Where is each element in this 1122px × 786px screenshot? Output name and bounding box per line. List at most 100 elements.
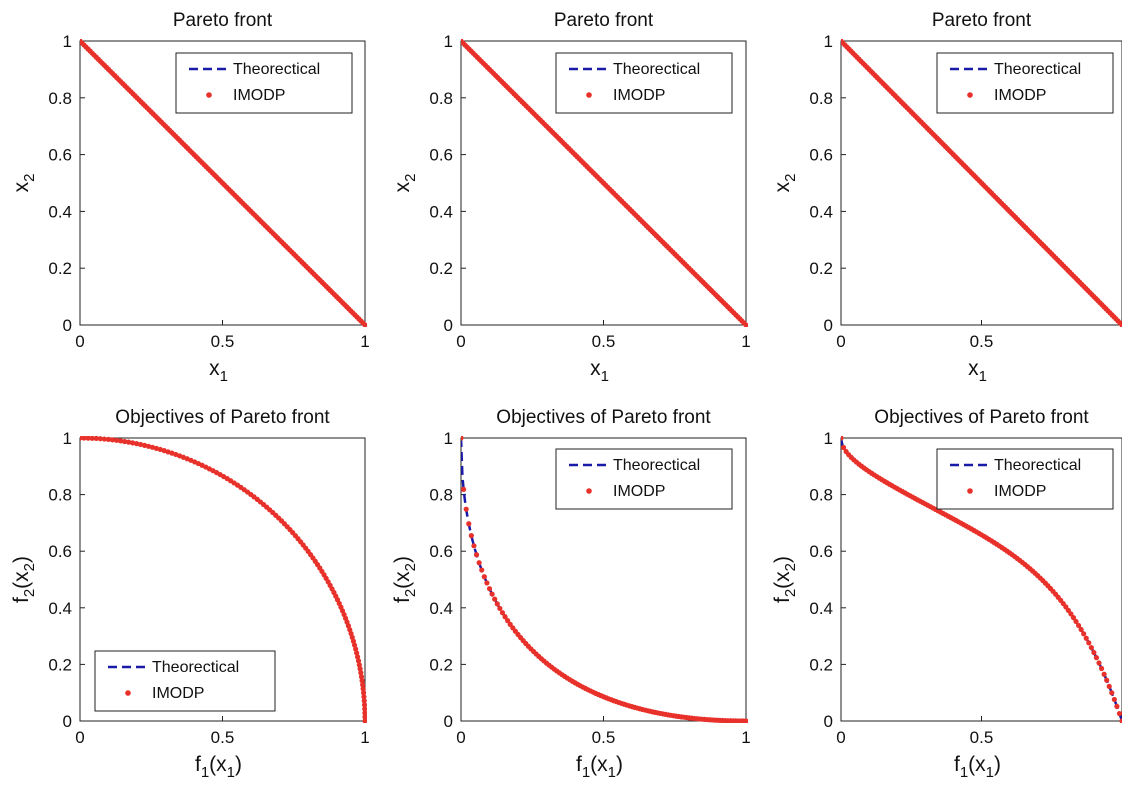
series-point-imodp: [484, 580, 490, 586]
y-axis-label: f2(x2): [391, 556, 419, 603]
series-point-imodp: [505, 618, 511, 624]
series-point-imodp: [489, 591, 495, 597]
y-tick-label: 0.8: [809, 486, 833, 505]
series-point-imodp: [1096, 660, 1102, 666]
y-tick-label: 0.2: [48, 655, 72, 674]
plot-area: [841, 436, 1122, 723]
x-tick-label: 0: [75, 332, 84, 351]
series-trace-imodp: [461, 39, 748, 327]
legend-label-theoretical: Theorectical: [613, 457, 700, 474]
series-point-imodp: [134, 441, 140, 447]
series-point-imodp: [1111, 696, 1117, 703]
series-point-imodp: [353, 646, 359, 652]
y-tick-label: 1: [63, 429, 72, 448]
legend-swatch-imodp: [967, 488, 973, 494]
series-point-imodp: [117, 438, 124, 444]
x-tick-label: 0.5: [970, 728, 994, 747]
y-tick-label: 0.2: [429, 259, 453, 278]
legend-label-imodp: IMODP: [994, 87, 1046, 104]
y-axis-label: x2: [391, 174, 419, 193]
series-point-imodp: [149, 444, 156, 450]
x-tick-label: 0.5: [592, 332, 616, 351]
y-axis-label: x2: [771, 174, 799, 193]
x-axis-label: x1: [209, 357, 228, 385]
y-tick-label: 0.4: [809, 202, 833, 221]
chart-panel-3: Pareto front 0 0.2 0.4 0.6 0.8 1 0 0.5 x1 x2 Theore…: [771, 10, 1122, 385]
legend: Theorectical IMODP: [936, 52, 1114, 114]
y-tick-label: 0.4: [429, 202, 453, 221]
series-point-imodp: [463, 506, 469, 512]
y-tick-label: 1: [444, 429, 453, 448]
series-point-imodp: [93, 436, 99, 442]
x-tick-label: 0: [456, 728, 465, 747]
x-tick-label: 1: [741, 332, 750, 351]
series-point-imodp: [743, 718, 748, 723]
series-point-imodp: [1068, 611, 1074, 617]
y-tick-label: 0.8: [809, 89, 833, 108]
plot-area: [80, 436, 367, 723]
y-tick-label: 0: [63, 712, 72, 731]
series-point-imodp: [1078, 626, 1084, 633]
x-axis-label: f1(x1): [954, 753, 1001, 781]
series-point-imodp: [356, 662, 362, 668]
legend-label-theoretical: Theorectical: [233, 61, 320, 78]
chart-title: Pareto front: [932, 10, 1032, 31]
legend-label-imodp: IMODP: [994, 483, 1046, 500]
series-point-imodp: [1093, 655, 1100, 661]
series-point-imodp: [105, 436, 112, 443]
series-point-imodp: [1083, 635, 1089, 641]
series-point-imodp: [361, 694, 367, 700]
x-tick-label: 1: [360, 332, 369, 351]
x-tick-label: 1: [741, 728, 750, 747]
x-tick-label: 0: [836, 332, 845, 351]
series-point-imodp: [1088, 644, 1094, 651]
series-point-imodp: [141, 442, 148, 448]
series-point-imodp: [461, 486, 467, 492]
legend-box: [175, 52, 353, 114]
series-point-imodp: [360, 686, 366, 692]
y-tick-label: 0.8: [48, 89, 72, 108]
series-point-imodp: [473, 552, 480, 558]
x-tick-label: 0.5: [211, 728, 235, 747]
y-tick-label: 0.2: [809, 259, 833, 278]
series-point-imodp: [1098, 665, 1105, 672]
series-point-imodp: [1109, 690, 1115, 696]
series-point-imodp: [97, 436, 103, 442]
series-point-imodp: [1104, 677, 1110, 683]
series-point-imodp: [362, 706, 367, 712]
y-tick-label: 0.8: [429, 89, 453, 108]
legend-label-theoretical: Theorectical: [613, 61, 700, 78]
series-point-imodp: [81, 436, 87, 441]
y-tick-label: 1: [63, 32, 72, 51]
y-axis-label: f2(x2): [771, 556, 799, 603]
legend-box: [94, 650, 276, 712]
x-tick-label: 0.5: [592, 728, 616, 747]
legend-label-imodp: IMODP: [613, 483, 665, 500]
series-point-imodp: [85, 436, 91, 441]
series-point-imodp: [486, 586, 493, 592]
y-tick-label: 0: [444, 712, 453, 731]
series-point-imodp: [145, 443, 152, 449]
series-point-imodp: [499, 610, 506, 616]
series-point-imodp: [121, 438, 128, 445]
x-tick-label: 0: [456, 332, 465, 351]
chart-title: Pareto front: [173, 10, 273, 31]
x-axis-label: x1: [968, 357, 987, 385]
series-point-imodp: [461, 436, 464, 441]
series-point-imodp: [492, 596, 498, 602]
y-tick-label: 1: [824, 429, 833, 448]
y-tick-label: 1: [824, 32, 833, 51]
legend-label-theoretical: Theorectical: [994, 457, 1081, 474]
series-point-imodp: [360, 682, 366, 688]
chart-panel-4: Objectives of Pareto front 0 0.2 0.4 0.6 0.8 1…: [10, 407, 370, 781]
x-axis-label: f1(x1): [576, 753, 623, 781]
legend-box: [555, 448, 733, 510]
series-trace-imodp: [841, 39, 1122, 327]
x-tick-label: 0: [75, 728, 84, 747]
x-tick-label: 0.5: [211, 332, 235, 351]
series-point-imodp: [362, 718, 367, 723]
series-point-imodp: [137, 441, 144, 448]
x-tick-label: 0: [836, 728, 845, 747]
y-tick-label: 0.6: [48, 146, 72, 165]
